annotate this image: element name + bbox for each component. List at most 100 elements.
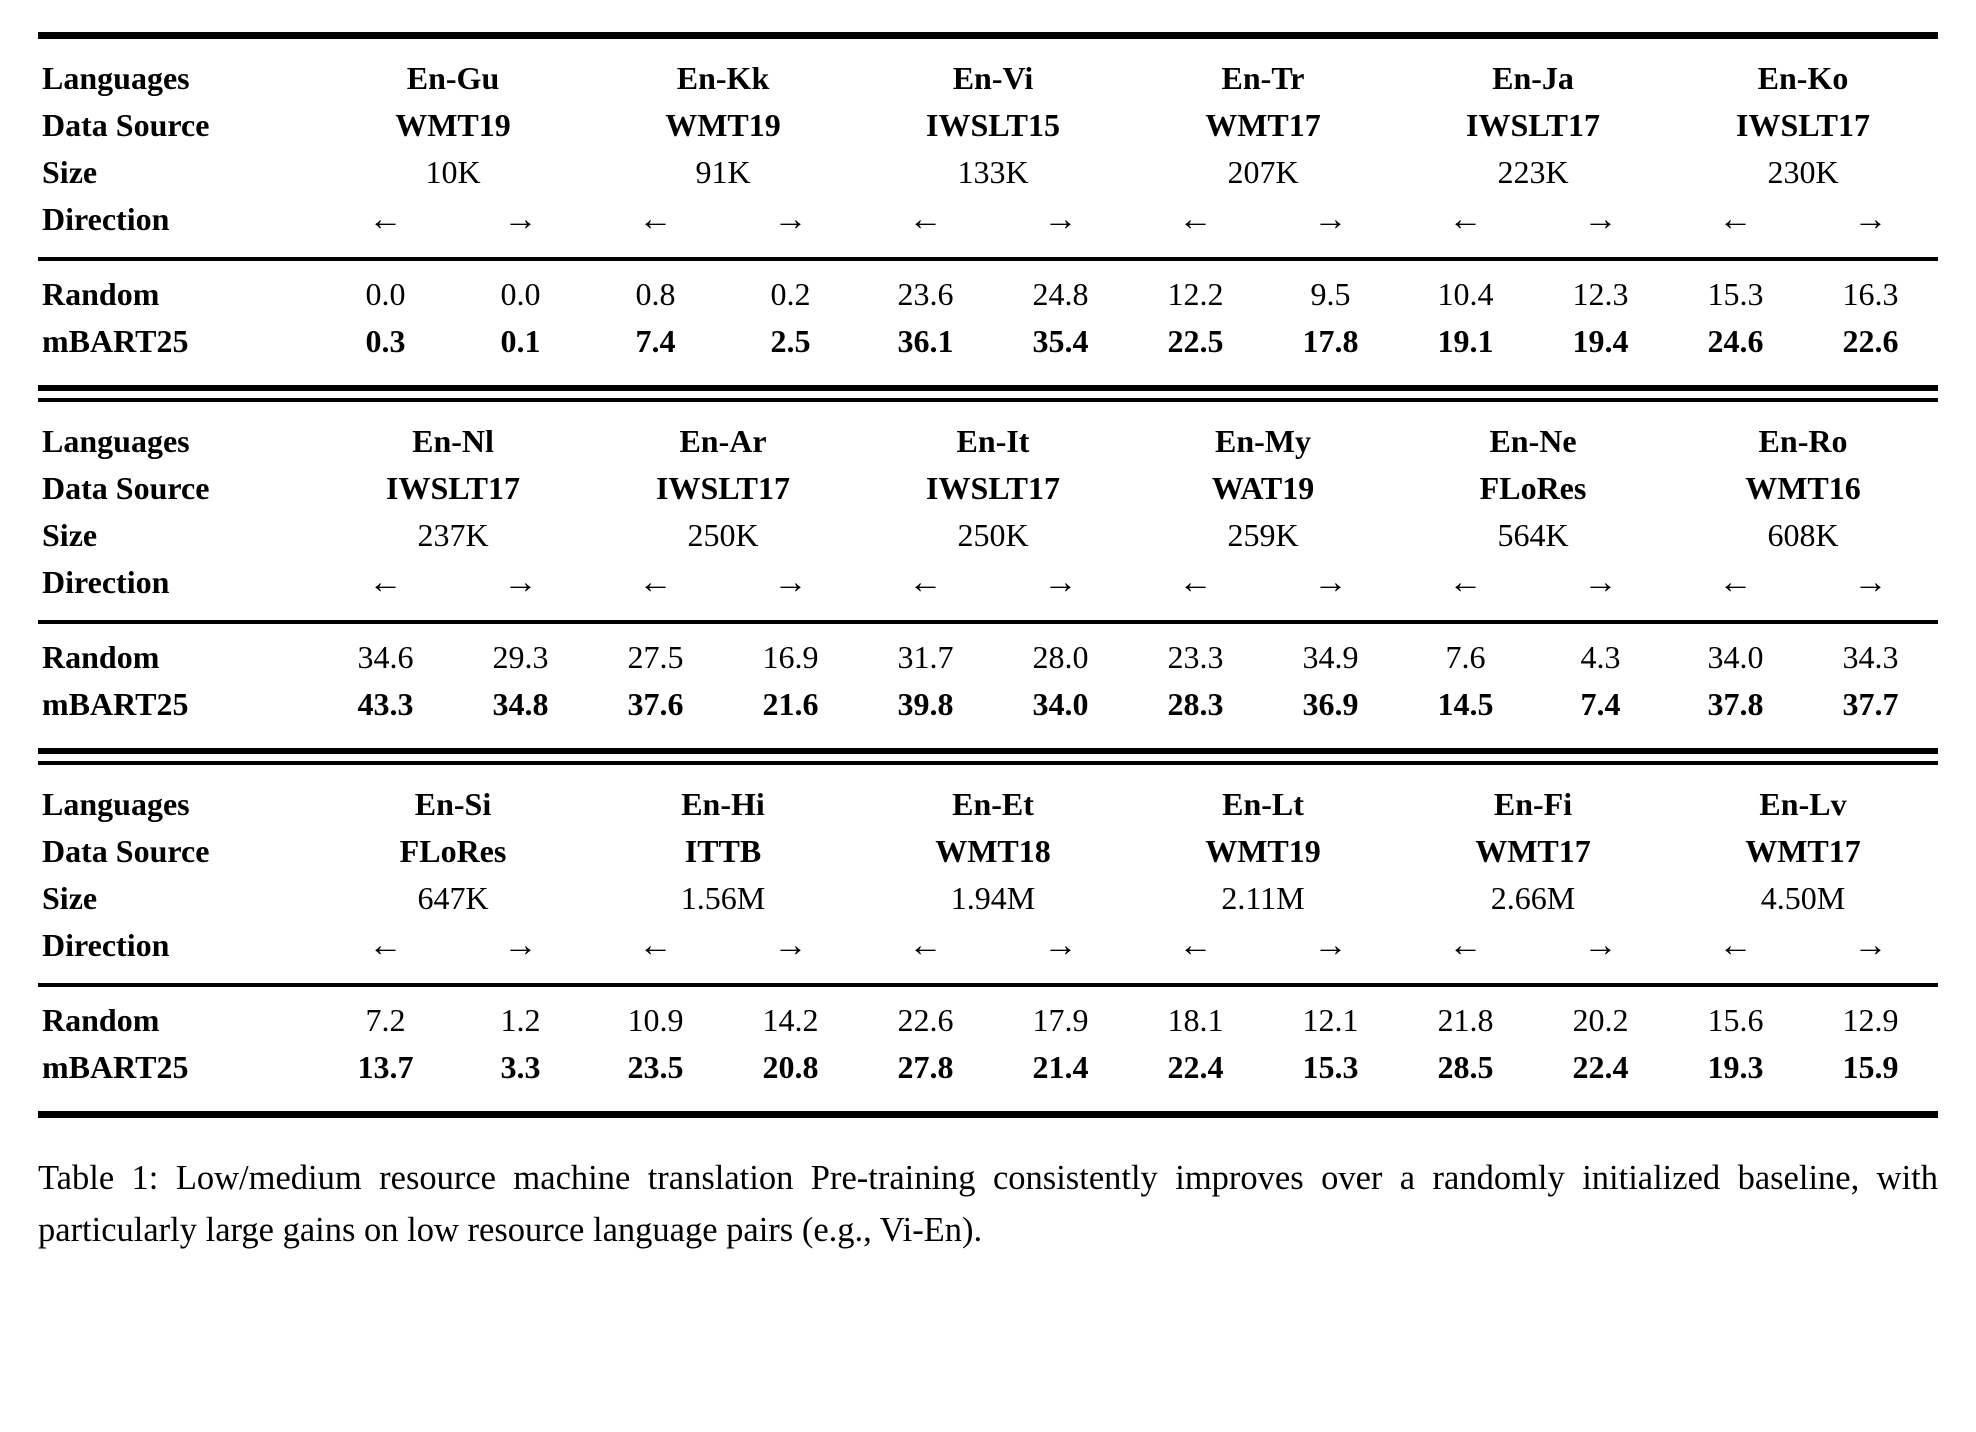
mbart-score-cell: 37.6 bbox=[627, 686, 684, 722]
header-body-divider-rule bbox=[38, 983, 1938, 987]
language-pair-cell: En-Ja bbox=[1492, 60, 1574, 96]
data-source-cell: WMT16 bbox=[1745, 470, 1861, 506]
mbart-score-cell: 17.8 bbox=[1302, 323, 1359, 359]
results-table: Languages En-Gu En-Kk En-Vi En-Tr En-Ja En-Ko D… bbox=[38, 39, 1938, 1118]
size-cell: 1.94M bbox=[950, 880, 1036, 916]
block-divider-double-rule bbox=[38, 748, 1938, 765]
row-label-size: Size bbox=[42, 517, 98, 553]
mbart-score-cell: 14.5 bbox=[1437, 686, 1494, 722]
left-arrow-icon: ← bbox=[1448, 201, 1483, 238]
language-pair-cell: En-Ne bbox=[1489, 423, 1577, 459]
data-source-cell: IWSLT15 bbox=[926, 107, 1060, 143]
size-cell: 250K bbox=[687, 517, 759, 553]
left-arrow-icon: ← bbox=[1448, 927, 1483, 964]
right-arrow-icon: → bbox=[1043, 564, 1078, 601]
random-score-cell: 9.5 bbox=[1310, 276, 1351, 312]
mbart-score-cell: 15.3 bbox=[1302, 1049, 1359, 1085]
right-arrow-icon: → bbox=[1853, 927, 1888, 964]
table-caption: Table 1: Low/medium resource machine tra… bbox=[38, 1159, 1938, 1250]
random-score-cell: 23.6 bbox=[897, 276, 954, 312]
mbart-score-cell: 22.5 bbox=[1167, 323, 1224, 359]
language-pair-cell: En-Lv bbox=[1759, 786, 1847, 822]
random-score-cell: 34.0 bbox=[1707, 639, 1764, 675]
row-label-direction: Direction bbox=[42, 564, 170, 600]
random-score-cell: 17.9 bbox=[1032, 1002, 1089, 1038]
left-arrow-icon: ← bbox=[1718, 927, 1753, 964]
mbart-score-cell: 7.4 bbox=[1580, 686, 1621, 722]
right-arrow-icon: → bbox=[1313, 564, 1348, 601]
right-arrow-icon: → bbox=[1313, 201, 1348, 238]
language-pair-cell: En-Kk bbox=[676, 60, 770, 96]
table-top-rule bbox=[38, 32, 1938, 39]
mbart-score-cell: 22.4 bbox=[1572, 1049, 1629, 1085]
mbart-score-cell: 28.3 bbox=[1167, 686, 1224, 722]
block-divider-double-rule bbox=[38, 385, 1938, 402]
left-arrow-icon: ← bbox=[1718, 201, 1753, 238]
size-cell: 608K bbox=[1767, 517, 1839, 553]
row-label-data-source: Data Source bbox=[42, 833, 210, 869]
random-score-cell: 22.6 bbox=[897, 1002, 954, 1038]
left-arrow-icon: ← bbox=[638, 201, 673, 238]
size-cell: 207K bbox=[1227, 154, 1299, 190]
right-arrow-icon: → bbox=[1313, 927, 1348, 964]
language-pair-cell: En-Gu bbox=[406, 60, 500, 96]
right-arrow-icon: → bbox=[1853, 564, 1888, 601]
left-arrow-icon: ← bbox=[368, 201, 403, 238]
size-cell: 250K bbox=[957, 517, 1029, 553]
data-source-cell: WMT18 bbox=[935, 833, 1051, 869]
data-source-cell: FLoRes bbox=[399, 833, 507, 869]
random-score-cell: 15.3 bbox=[1707, 276, 1764, 312]
data-source-cell: IWSLT17 bbox=[1736, 107, 1870, 143]
random-score-cell: 14.2 bbox=[762, 1002, 819, 1038]
right-arrow-icon: → bbox=[503, 201, 538, 238]
row-label-size: Size bbox=[42, 880, 98, 916]
random-score-cell: 1.2 bbox=[500, 1002, 541, 1038]
data-source-cell: WMT19 bbox=[395, 107, 511, 143]
size-cell: 4.50M bbox=[1760, 880, 1846, 916]
language-pair-cell: En-Ko bbox=[1757, 60, 1849, 96]
random-score-cell: 10.9 bbox=[627, 1002, 684, 1038]
left-arrow-icon: ← bbox=[368, 564, 403, 601]
row-label-direction: Direction bbox=[42, 927, 170, 963]
right-arrow-icon: → bbox=[773, 564, 808, 601]
random-score-cell: 28.0 bbox=[1032, 639, 1089, 675]
mbart-score-cell: 21.6 bbox=[762, 686, 819, 722]
left-arrow-icon: ← bbox=[1178, 564, 1213, 601]
right-arrow-icon: → bbox=[1583, 564, 1618, 601]
right-arrow-icon: → bbox=[773, 927, 808, 964]
language-pair-cell: En-Lt bbox=[1222, 786, 1304, 822]
right-arrow-icon: → bbox=[1853, 201, 1888, 238]
mbart-score-cell: 21.4 bbox=[1032, 1049, 1089, 1085]
data-source-cell: WMT19 bbox=[1205, 833, 1321, 869]
row-label-languages: Languages bbox=[42, 60, 190, 96]
size-cell: 237K bbox=[417, 517, 489, 553]
language-pair-cell: En-My bbox=[1215, 423, 1311, 459]
random-score-cell: 18.1 bbox=[1167, 1002, 1224, 1038]
mbart-score-cell: 20.8 bbox=[762, 1049, 819, 1085]
random-score-cell: 21.8 bbox=[1437, 1002, 1494, 1038]
size-cell: 133K bbox=[957, 154, 1029, 190]
data-source-cell: FLoRes bbox=[1479, 470, 1587, 506]
random-score-cell: 34.3 bbox=[1842, 639, 1899, 675]
data-source-cell: IWSLT17 bbox=[1466, 107, 1600, 143]
row-label-mbart25: mBART25 bbox=[42, 1049, 189, 1085]
mbart-score-cell: 34.8 bbox=[492, 686, 549, 722]
mbart-score-cell: 37.8 bbox=[1707, 686, 1764, 722]
row-label-direction: Direction bbox=[42, 201, 170, 237]
size-cell: 2.66M bbox=[1490, 880, 1576, 916]
random-score-cell: 0.8 bbox=[635, 276, 676, 312]
random-score-cell: 12.2 bbox=[1167, 276, 1224, 312]
language-pair-cell: En-Ar bbox=[679, 423, 767, 459]
size-cell: 230K bbox=[1767, 154, 1839, 190]
language-pair-cell: En-Ro bbox=[1758, 423, 1848, 459]
left-arrow-icon: ← bbox=[1448, 564, 1483, 601]
size-cell: 564K bbox=[1497, 517, 1569, 553]
random-score-cell: 34.6 bbox=[357, 639, 414, 675]
random-score-cell: 34.9 bbox=[1302, 639, 1359, 675]
language-pair-cell: En-Hi bbox=[681, 786, 765, 822]
mbart-score-cell: 19.4 bbox=[1572, 323, 1629, 359]
right-arrow-icon: → bbox=[1043, 927, 1078, 964]
left-arrow-icon: ← bbox=[638, 927, 673, 964]
size-cell: 91K bbox=[695, 154, 751, 190]
random-score-cell: 12.9 bbox=[1842, 1002, 1899, 1038]
